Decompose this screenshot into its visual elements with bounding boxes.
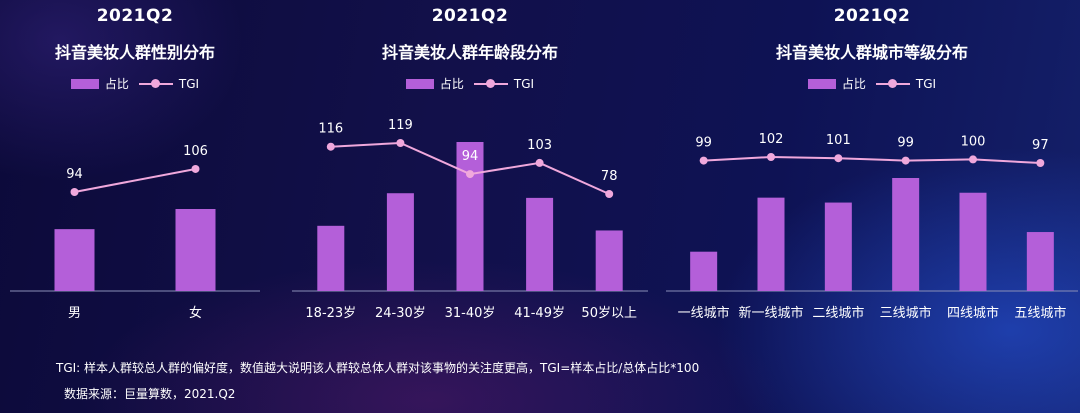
chart-title-year: 2021Q2 xyxy=(833,6,911,26)
bar-3 xyxy=(892,178,920,291)
legend-item-bar: 占比 xyxy=(70,75,129,92)
tgi-data-label: 119 xyxy=(388,118,413,133)
legend-item-line: TGI xyxy=(138,76,200,91)
tgi-line xyxy=(703,155,1041,164)
bar-4 xyxy=(595,230,623,291)
x-tick-label: 新一线城市 xyxy=(738,305,803,321)
tgi-point-2 xyxy=(834,154,843,163)
x-tick-label: 一线城市 xyxy=(678,305,730,321)
legend-line-swatch xyxy=(473,78,508,89)
tgi-data-label: 78 xyxy=(601,169,618,184)
chart-legend: 占比 TGI xyxy=(292,75,648,92)
bar-0 xyxy=(317,225,345,291)
x-tick-label: 二线城市 xyxy=(812,305,864,321)
legend-line-label: TGI xyxy=(178,76,200,91)
tgi-footnote: TGI: 样本人群较总人群的偏好度，数值越大说明该人群较总体人群对该事物的关注度… xyxy=(56,361,700,375)
x-tick-label: 41-49岁 xyxy=(514,306,565,321)
legend-line-label: TGI xyxy=(513,76,535,91)
x-tick-label: 18-23岁 xyxy=(305,306,356,321)
chart-title-year: 2021Q2 xyxy=(96,6,174,26)
legend-item-line: TGI xyxy=(875,76,937,91)
legend-bar-swatch xyxy=(70,78,99,89)
bar-2 xyxy=(456,142,484,291)
tgi-data-label: 102 xyxy=(759,132,784,147)
bar-2 xyxy=(824,202,852,291)
legend-item-bar: 占比 xyxy=(807,75,866,92)
tgi-point-0 xyxy=(70,188,79,196)
tgi-data-label: 94 xyxy=(462,149,479,164)
tgi-point-1 xyxy=(767,153,775,161)
chart-title: 抖音美妆人群年龄段分布 xyxy=(381,43,558,62)
tgi-point-1 xyxy=(191,164,200,173)
legend-item-line: TGI xyxy=(473,76,535,91)
tgi-data-label: 101 xyxy=(826,133,851,148)
bar-4 xyxy=(959,192,987,291)
age-chart-plot: 116 119 94 103 78 18-23岁 24-30岁 31-40岁 41-49岁 50岁… xyxy=(292,118,648,321)
tgi-data-label: 99 xyxy=(695,136,712,151)
chart-title-year: 2021Q2 xyxy=(431,6,509,26)
tgi-point-0 xyxy=(326,142,335,151)
tgi-point-5 xyxy=(1036,159,1045,167)
x-tick-label: 女 xyxy=(189,305,202,321)
tgi-point-4 xyxy=(969,155,977,164)
legend-bar-label: 占比 xyxy=(841,77,866,91)
chart-legend: 占比 TGI xyxy=(666,75,1078,92)
bar-1 xyxy=(175,209,216,291)
legend-bar-label: 占比 xyxy=(104,77,129,91)
city-tier-chart-panel: 2021Q2 抖音美妆人群城市等级分布 占比 TGI 99 102 101 99 100… xyxy=(666,0,1078,340)
city-tier-chart-plot: 99 102 101 99 100 97 一线城市 新一线城市 二线城市 三线城市 四线城市 五线城市 xyxy=(666,132,1078,321)
bar-1 xyxy=(386,193,414,291)
tgi-data-label: 106 xyxy=(183,144,208,159)
tgi-point-4 xyxy=(605,190,614,198)
x-tick-label: 24-30岁 xyxy=(375,306,426,321)
x-tick-label: 50岁以上 xyxy=(581,306,637,321)
tgi-point-0 xyxy=(699,156,708,165)
tgi-line xyxy=(74,167,196,193)
legend-line-swatch xyxy=(875,78,910,89)
legend-bar-swatch xyxy=(807,78,836,89)
bar-5 xyxy=(1026,232,1054,291)
tgi-point-2 xyxy=(466,170,474,179)
tgi-point-3 xyxy=(901,156,910,165)
x-tick-label: 四线城市 xyxy=(947,305,999,321)
legend-item-bar: 占比 xyxy=(405,75,464,92)
tgi-data-label: 97 xyxy=(1032,138,1049,153)
tgi-data-label: 94 xyxy=(66,167,83,182)
bar-0 xyxy=(690,251,718,291)
chart-title: 抖音美妆人群性别分布 xyxy=(54,43,215,62)
bar-0 xyxy=(54,229,95,291)
x-tick-label: 三线城市 xyxy=(880,305,932,321)
x-tick-label: 31-40岁 xyxy=(445,306,496,321)
tgi-data-label: 99 xyxy=(897,136,914,151)
legend-bar-label: 占比 xyxy=(439,77,464,91)
bar-3 xyxy=(526,197,554,291)
age-chart-panel: 2021Q2 抖音美妆人群年龄段分布 占比 TGI 116 119 94 103 78 1… xyxy=(292,0,648,340)
tgi-point-3 xyxy=(535,158,544,167)
gender-chart-plot: 94 106 男 女 xyxy=(10,144,260,321)
legend-line-swatch xyxy=(138,78,173,89)
x-tick-label: 五线城市 xyxy=(1014,305,1066,321)
tgi-data-label: 116 xyxy=(318,122,343,137)
source-footnote: 数据来源：巨量算数，2021.Q2 xyxy=(64,387,236,401)
legend-line-label: TGI xyxy=(915,76,937,91)
tgi-data-label: 103 xyxy=(527,138,552,153)
x-tick-label: 男 xyxy=(68,306,81,321)
legend-bar-swatch xyxy=(405,78,434,89)
tgi-point-1 xyxy=(396,139,405,147)
chart-legend: 占比 TGI xyxy=(10,75,260,92)
chart-title: 抖音美妆人群城市等级分布 xyxy=(775,43,968,62)
tgi-data-label: 100 xyxy=(961,134,986,149)
gender-chart-panel: 2021Q2 抖音美妆人群性别分布 占比 TGI 94 106 男 女 xyxy=(10,0,260,340)
bar-1 xyxy=(757,197,785,291)
